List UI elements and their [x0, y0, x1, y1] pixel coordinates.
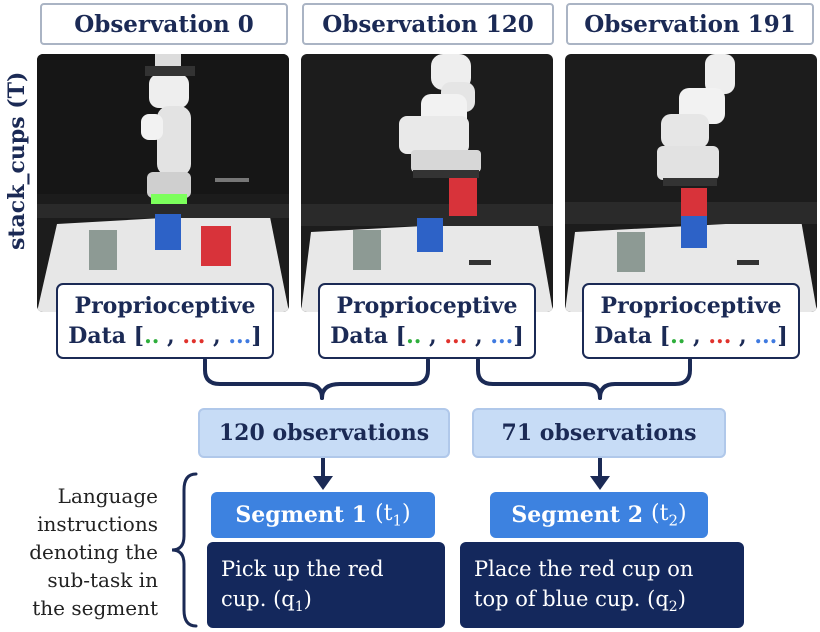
language-label-line: denoting the	[29, 540, 158, 564]
proprio-suffix: ]	[251, 323, 262, 349]
instruction-close: )	[303, 587, 312, 611]
param-sub: 1	[392, 511, 403, 530]
param-open: (t	[651, 500, 669, 526]
connector-obs120-right	[476, 358, 602, 400]
proprio-line1: Proprioceptive	[600, 293, 782, 319]
language-label-line: Language	[57, 484, 158, 508]
instruction-line: Pick up the red	[221, 557, 384, 581]
param-close: )	[678, 500, 687, 526]
observation-120-title: Observation 120	[302, 3, 554, 45]
instruction-close: )	[677, 587, 686, 611]
instruction-text: top of blue cup. (q	[474, 587, 669, 611]
proprio-prefix: Data [	[330, 323, 407, 349]
instruction-line: cup. (q1)	[221, 584, 431, 622]
proprio-suffix: ]	[513, 323, 524, 349]
proprio-sep: ,	[685, 323, 709, 349]
dots-blue: ...	[228, 323, 252, 349]
segment-2-title: Segment 2	[511, 502, 644, 528]
dots-red: ...	[708, 323, 732, 349]
instruction-sub: 1	[294, 599, 304, 616]
observation-0-title: Observation 0	[40, 3, 288, 45]
language-brace	[171, 472, 198, 628]
proprio-line2: Data [.. , ... , ...]	[330, 321, 524, 351]
segment-1-header: Segment 1 (t1)	[211, 492, 435, 538]
dots-blue: ...	[490, 323, 514, 349]
proprioceptive-box-1: Proprioceptive Data [.. , ... , ...]	[318, 283, 536, 359]
dots-green: ..	[670, 323, 686, 349]
observation-191-title: Observation 191	[566, 3, 814, 45]
language-label-line: sub-task in	[47, 568, 158, 592]
language-label-line: the segment	[32, 596, 158, 620]
proprio-prefix: Data [	[594, 323, 671, 349]
connector-obs0	[203, 358, 324, 400]
arrowhead-1	[313, 476, 333, 490]
segment-1-title: Segment 1	[235, 502, 368, 528]
connector-obs191	[598, 358, 692, 400]
proprioceptive-box-2: Proprioceptive Data [.. , ... , ...]	[582, 283, 800, 359]
segment-2-param: (t2)	[651, 501, 687, 529]
count-segment-2: 71 observations	[472, 408, 726, 458]
param-close: )	[402, 500, 411, 526]
instruction-line: Place the red cup on	[474, 557, 694, 581]
count-segment-1: 120 observations	[198, 408, 450, 458]
dots-green: ..	[406, 323, 422, 349]
proprio-line2: Data [.. , ... , ...]	[594, 321, 788, 351]
instruction-line: top of blue cup. (q2)	[474, 584, 730, 622]
dots-red: ...	[444, 323, 468, 349]
param-open: (t	[375, 500, 393, 526]
proprio-line1: Proprioceptive	[74, 293, 256, 319]
language-instructions-label: Language instructions denoting the sub-t…	[0, 482, 158, 622]
arrowhead-2	[590, 476, 610, 490]
dots-red: ...	[182, 323, 206, 349]
param-sub: 2	[668, 511, 679, 530]
dots-green: ..	[144, 323, 160, 349]
proprio-sep: ,	[159, 323, 183, 349]
segment-1-param: (t1)	[375, 501, 411, 529]
proprio-sep: ,	[467, 323, 491, 349]
instruction-sub: 2	[668, 599, 678, 616]
proprio-prefix: Data [	[68, 323, 145, 349]
language-label-line: instructions	[37, 512, 158, 536]
instruction-text: cup. (q	[221, 587, 295, 611]
proprio-sep: ,	[731, 323, 755, 349]
segment-2-instruction: Place the red cup on top of blue cup. (q…	[460, 542, 744, 628]
segment-2-header: Segment 2 (t2)	[490, 492, 708, 538]
connector-obs120-left	[320, 358, 430, 400]
dots-blue: ...	[754, 323, 778, 349]
proprio-line1: Proprioceptive	[336, 293, 518, 319]
proprio-line2: Data [.. , ... , ...]	[68, 321, 262, 351]
proprioceptive-box-0: Proprioceptive Data [.. , ... , ...]	[56, 283, 274, 359]
proprio-sep: ,	[205, 323, 229, 349]
proprio-suffix: ]	[777, 323, 788, 349]
segment-1-instruction: Pick up the red cup. (q1)	[207, 542, 445, 628]
proprio-sep: ,	[421, 323, 445, 349]
